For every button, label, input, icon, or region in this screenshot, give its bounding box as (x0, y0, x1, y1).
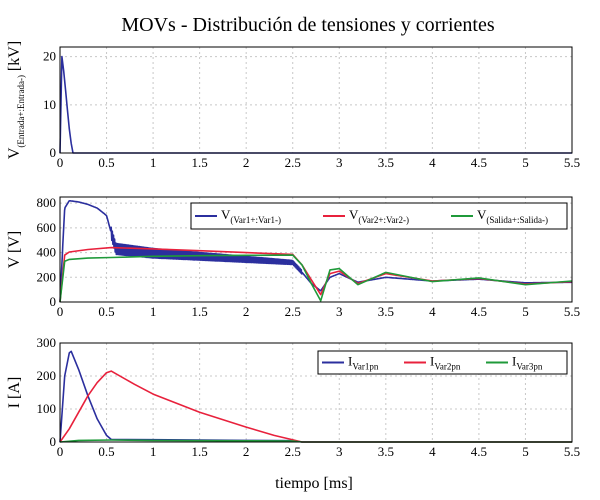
y-axis-label: V(Entrada+:Entrada-) [kV] (6, 41, 26, 159)
legend-label: IVar3pn (512, 354, 543, 372)
x-tick-label: 4 (429, 304, 436, 319)
x-tick-label: 1 (150, 155, 157, 170)
y-axis-label: I [A] (6, 377, 23, 409)
y-tick-label: 100 (37, 401, 57, 416)
y-axis-label: V [V] (6, 231, 23, 268)
y-tick-label: 200 (37, 368, 57, 383)
x-tick-label: 1.5 (192, 155, 208, 170)
panel-1: 0 0.5 1 1.5 2 2.5 3 3.5 4 4.5 5 5.5 0 10 20 V(Entrada+:… (6, 41, 580, 170)
x-tick-label: 2 (243, 304, 250, 319)
x-tick-label: 4 (429, 444, 436, 459)
x-tick-label: 0 (57, 155, 64, 170)
y-tick-label: 600 (37, 220, 57, 235)
legend-label: V(Salida+:Salida-) (477, 207, 548, 225)
series-line-3 (59, 254, 573, 303)
series-line-1 (59, 55, 572, 154)
x-axis-label: tiempo [ms] (275, 475, 353, 492)
x-tick-label: 4.5 (471, 304, 487, 319)
plot-frame (59, 342, 573, 443)
legend: IVar1pn IVar2pn IVar3pn (317, 350, 568, 375)
x-tick-label: 2 (243, 155, 250, 170)
x-tick-label: 0.5 (98, 304, 114, 319)
x-tick-label: 4.5 (471, 444, 487, 459)
legend-label: V(Var1+:Var1-) (221, 207, 281, 225)
x-tick-label: 3.5 (378, 304, 394, 319)
y-tick-label: 300 (37, 335, 57, 350)
x-tick-label: 3 (336, 444, 343, 459)
x-tick-label: 0 (57, 444, 64, 459)
y-tick-label: 800 (37, 195, 57, 210)
x-tick-label: 4.5 (471, 155, 487, 170)
plot-frame (59, 46, 573, 154)
x-tick-label: 2.5 (285, 304, 301, 319)
legend-label: IVar2pn (430, 354, 461, 372)
x-tick-label: 3 (336, 155, 343, 170)
legend: V(Var1+:Var1-) V(Var2+:Var2-) V(Salida+:Sa… (190, 202, 568, 230)
x-tick-label: 5.5 (564, 155, 580, 170)
y-tick-label: 400 (37, 245, 57, 260)
figure-title: MOVs - Distribución de tensiones y corri… (121, 14, 494, 36)
x-tick-label: 4 (429, 155, 436, 170)
plot-frame (59, 196, 573, 303)
x-tick-label: 1 (150, 444, 157, 459)
x-tick-label: 0 (57, 304, 64, 319)
x-tick-label: 5 (522, 444, 529, 459)
x-tick-label: 3.5 (378, 155, 394, 170)
x-tick-label: 1.5 (192, 304, 208, 319)
x-tick-label: 1 (150, 304, 157, 319)
x-tick-label: 2.5 (285, 155, 301, 170)
legend-label: IVar1pn (348, 354, 379, 372)
y-tick-label: 20 (43, 49, 56, 64)
series-line-2 (59, 370, 572, 443)
panel-3: 0 0.5 1 1.5 2 2.5 3 3.5 4 4.5 5 5.5 0 100 200 300 I [A] I… (6, 335, 580, 459)
y-tick-label: 200 (37, 269, 57, 284)
x-tick-label: 5.5 (564, 444, 580, 459)
y-tick-label: 0 (50, 434, 57, 449)
x-tick-label: 2.5 (285, 444, 301, 459)
x-tick-label: 5 (522, 304, 529, 319)
x-tick-label: 0.5 (98, 155, 114, 170)
x-tick-label: 3 (336, 304, 343, 319)
x-tick-label: 5.5 (564, 304, 580, 319)
x-tick-label: 2 (243, 444, 250, 459)
y-tick-label: 0 (50, 294, 57, 309)
x-tick-label: 1.5 (192, 444, 208, 459)
x-tick-label: 0.5 (98, 444, 114, 459)
y-tick-label: 10 (43, 97, 56, 112)
x-tick-label: 5 (522, 155, 529, 170)
y-tick-label: 0 (50, 145, 57, 160)
panels: 0 0.5 1 1.5 2 2.5 3 3.5 4 4.5 5 5.501020V(Entrada+:… (6, 41, 580, 459)
panel-2: 0 0.5 1 1.5 2 2.5 3 3.5 4 4.5 5 5.5 0 200 400 600 800 V [… (6, 195, 580, 319)
x-tick-label: 3.5 (378, 444, 394, 459)
legend-label: V(Var2+:Var2-) (349, 207, 409, 225)
